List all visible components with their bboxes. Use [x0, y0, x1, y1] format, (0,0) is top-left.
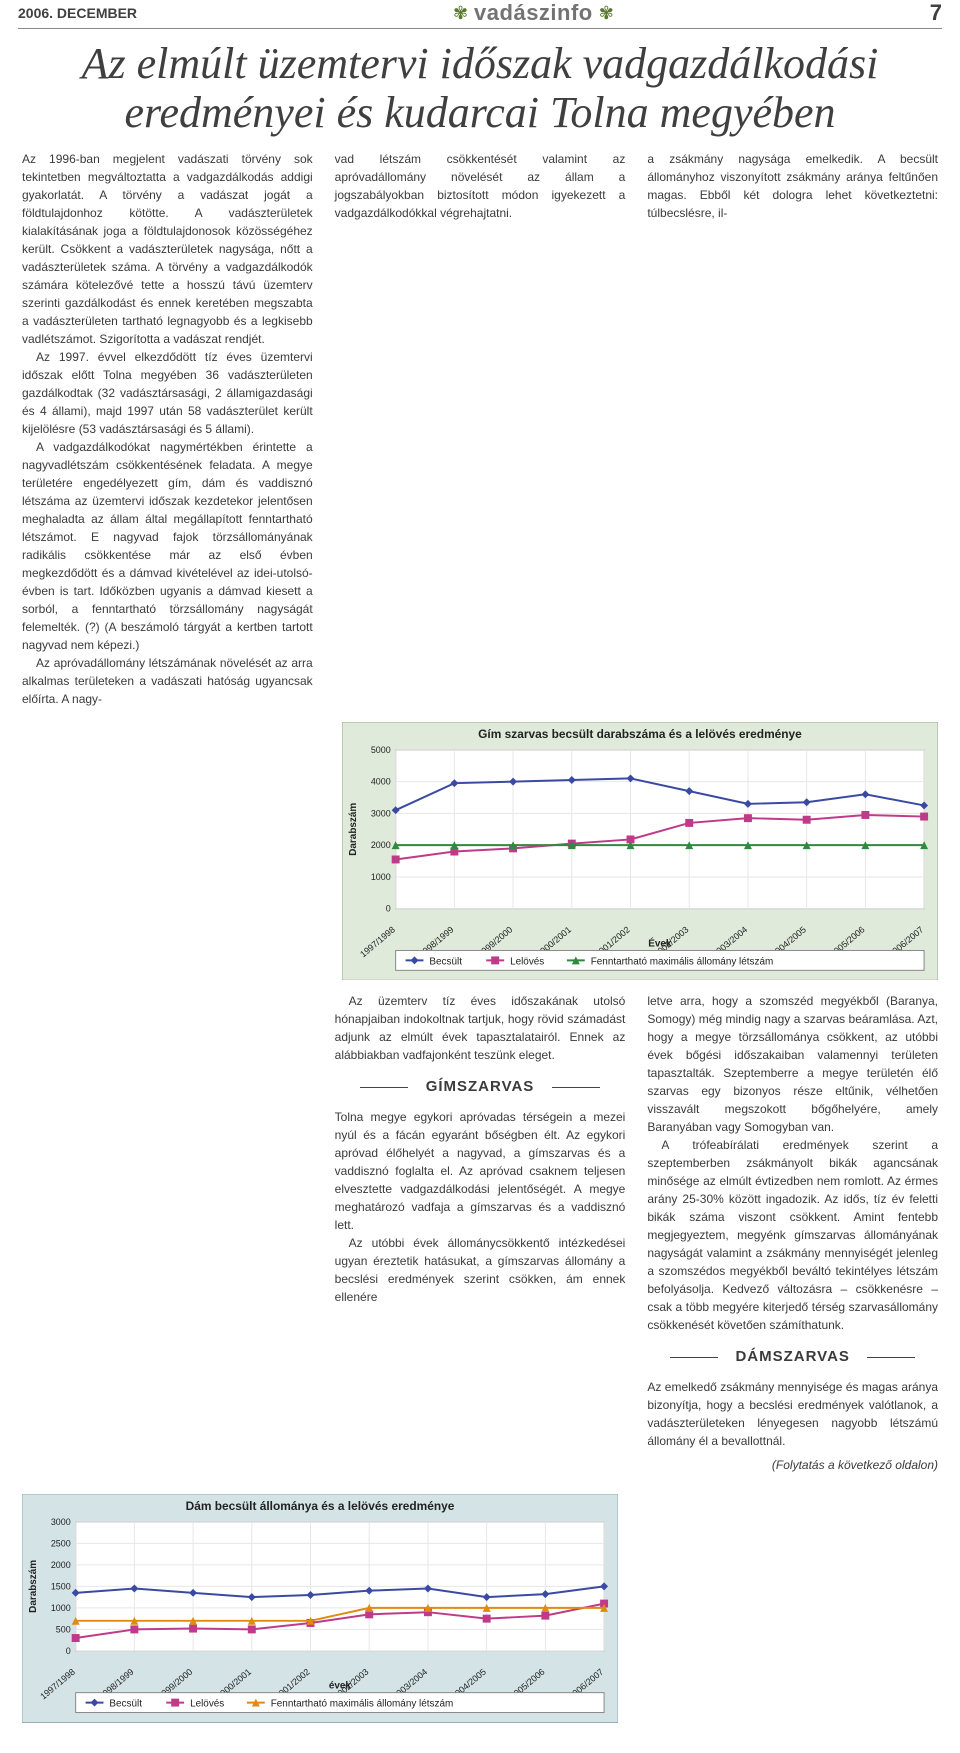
body-text: Az utóbbi évek állománycsökkentő intézke… — [335, 1234, 626, 1306]
body-text: Az 1997. évvel elkezdődött tíz éves üzem… — [22, 348, 313, 438]
chart-gim: Gím szarvas becsült darabszáma és a lelö… — [342, 722, 938, 980]
body-text: A trófeabírálati eredmények szerint a sz… — [647, 1136, 938, 1334]
svg-text:Lelövés: Lelövés — [510, 956, 544, 967]
chart-svg: Gím szarvas becsült darabszáma és a lelö… — [342, 722, 938, 980]
svg-text:1000: 1000 — [51, 1603, 71, 1613]
body-text: Tolna megye egykori apróvadas térségein … — [335, 1108, 626, 1234]
svg-text:2500: 2500 — [51, 1539, 71, 1549]
header-rule — [18, 28, 942, 29]
svg-text:2000: 2000 — [371, 840, 391, 850]
svg-text:500: 500 — [56, 1625, 71, 1635]
svg-text:1500: 1500 — [51, 1582, 71, 1592]
svg-text:Darabszám: Darabszám — [28, 1560, 39, 1613]
body-text: A vadgazdálkodókat nagymértékben érintet… — [22, 438, 313, 654]
body-text: Az emelkedő zsákmány mennyisége és magas… — [647, 1378, 938, 1450]
svg-text:3000: 3000 — [51, 1517, 71, 1527]
page-header: 2006. DECEMBER ✾ vadászinfo ✾ 7 — [0, 0, 960, 26]
svg-text:5000: 5000 — [371, 744, 391, 754]
article-title: Az elmúlt üzemtervi időszak vadgazdálkod… — [24, 39, 936, 138]
svg-text:Dám becsült állománya és a lel: Dám becsült állománya és a lelövés eredm… — [186, 1499, 455, 1513]
page-number: 7 — [930, 0, 942, 26]
body-text: vad létszám csökkentését valamint az apr… — [335, 150, 626, 222]
chart-svg: Dám becsült állománya és a lelövés eredm… — [22, 1494, 618, 1722]
svg-text:2000: 2000 — [51, 1560, 71, 1570]
continuation-note: (Folytatás a következő oldalon) — [647, 1456, 938, 1474]
svg-text:Fenntartható maximális állomán: Fenntartható maximális állomány létszám — [271, 1699, 454, 1710]
body-text: Az 1996-ban megjelent vadászati törvény … — [22, 150, 313, 348]
svg-text:3000: 3000 — [371, 808, 391, 818]
svg-text:0: 0 — [386, 903, 391, 913]
leaf-icon: ✾ — [453, 3, 468, 24]
subhead-gim: GÍMSZARVAS — [335, 1076, 626, 1099]
body-text: Az üzemterv tíz éves időszakának utolsó … — [335, 992, 626, 1064]
svg-text:Becsült: Becsült — [109, 1699, 142, 1710]
svg-text:Fenntartható maximális állomán: Fenntartható maximális állomány létszám — [591, 956, 774, 967]
svg-text:4000: 4000 — [371, 776, 391, 786]
body-text: a zsákmány nagysága emelkedik. A becsült… — [647, 150, 938, 222]
svg-text:Lelövés: Lelövés — [190, 1699, 224, 1710]
svg-text:Becsült: Becsült — [429, 956, 462, 967]
chart-dam: Dám becsült állománya és a lelövés eredm… — [22, 1494, 618, 1722]
svg-text:0: 0 — [66, 1646, 71, 1656]
subhead-dam: DÁMSZARVAS — [647, 1346, 938, 1369]
brand: ✾ vadászinfo ✾ — [453, 0, 614, 26]
svg-text:Évek: Évek — [648, 938, 672, 949]
svg-text:Gím szarvas becsült darabszáma: Gím szarvas becsült darabszáma és a lelö… — [478, 726, 802, 740]
leaf-icon: ✾ — [599, 3, 614, 24]
svg-text:1000: 1000 — [371, 871, 391, 881]
brand-title: vadászinfo — [474, 0, 593, 26]
body-text: letve arra, hogy a szomszéd megyékből (B… — [647, 992, 938, 1136]
svg-text:Darabszám: Darabszám — [348, 802, 359, 855]
issue-date: 2006. DECEMBER — [18, 5, 137, 21]
svg-text:évek: évek — [329, 1681, 352, 1692]
body-text: Az apróvadállomány létszámának növelését… — [22, 654, 313, 708]
